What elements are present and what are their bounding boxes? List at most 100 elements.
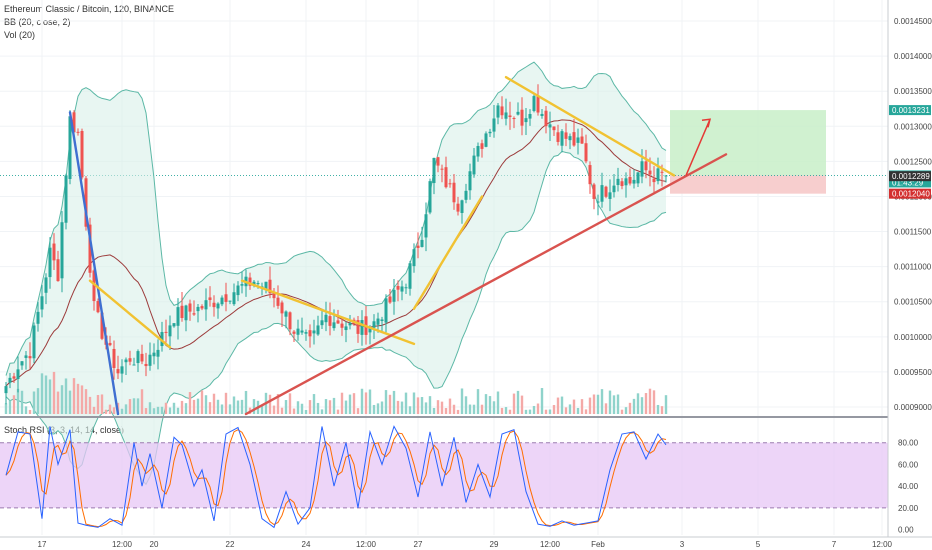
candle [404, 283, 408, 294]
candle-body [224, 294, 228, 302]
volume-bar [244, 390, 248, 414]
volume-bar [528, 409, 532, 414]
bb-upper-line [5, 61, 667, 376]
volume-bar [344, 400, 348, 414]
candle-body [644, 161, 648, 171]
volume-bar [124, 404, 128, 414]
candle [504, 98, 508, 126]
volume-bar [384, 390, 388, 414]
candle-body [496, 105, 500, 118]
candle-body [576, 137, 580, 143]
candle [516, 102, 520, 116]
candle-body [640, 161, 644, 177]
volume-bar [572, 399, 576, 414]
candle [444, 156, 448, 189]
volume-bar [540, 388, 544, 414]
candle [156, 339, 160, 370]
candle-body [228, 300, 232, 302]
candle-body [160, 332, 164, 347]
price-tag-bg [889, 177, 931, 188]
candle [288, 311, 292, 336]
candle [180, 291, 184, 322]
candle-body [412, 249, 416, 267]
price-tag-label: 0.0012289 [892, 172, 930, 181]
candle [400, 280, 404, 301]
candle [484, 131, 488, 148]
volume-bar [36, 388, 40, 414]
candle-body [624, 178, 628, 186]
candle-body [124, 359, 128, 363]
candle [652, 166, 656, 194]
candle [584, 134, 588, 164]
candle-body [396, 286, 400, 290]
volume-bar [656, 404, 660, 414]
candle-body [488, 131, 492, 134]
candle [316, 315, 320, 336]
candle-body [344, 326, 348, 331]
volume-bar [48, 379, 52, 414]
candle [464, 183, 468, 204]
candle-body [616, 178, 620, 186]
volume-bar [204, 395, 208, 414]
candle [64, 173, 68, 230]
volume-bar [160, 406, 164, 414]
volume-bar [408, 406, 412, 414]
candle-body [380, 319, 384, 321]
candle-body [336, 320, 340, 324]
candle-body [636, 172, 640, 184]
volume-bar [456, 409, 460, 414]
candle [192, 300, 196, 316]
candle [124, 357, 128, 375]
volume-bar [32, 391, 36, 414]
candle-body [92, 270, 96, 302]
candle [448, 178, 452, 188]
candle-body [532, 96, 536, 111]
volume-bar [236, 400, 240, 414]
stoch-k-line [5, 425, 667, 529]
candle-body [216, 303, 220, 309]
volume-bar [312, 394, 316, 414]
candle-body [68, 116, 72, 179]
volume-bar [56, 391, 60, 414]
volume-bar [476, 389, 480, 414]
candle [164, 319, 168, 343]
time-tick-label: 12:00 [872, 540, 893, 549]
volume-bar [272, 405, 276, 414]
volume-bar [84, 389, 88, 414]
candle [488, 128, 492, 138]
candle-body [360, 320, 364, 335]
volume-bar [620, 409, 624, 414]
candle-body [388, 296, 392, 303]
volume-bar [356, 408, 360, 414]
candle-body [252, 281, 256, 286]
trendline [240, 279, 416, 346]
price-tick-label: 0.0009500 [894, 368, 932, 377]
time-tick-label: 12:00 [356, 540, 377, 549]
volume-bar [480, 404, 484, 414]
candle [540, 109, 544, 119]
candle-body [376, 318, 380, 325]
volume-bar [432, 407, 436, 414]
candle-body [524, 118, 528, 123]
candle [188, 299, 192, 321]
candle-body [512, 118, 516, 120]
candle [268, 266, 272, 299]
candle [640, 149, 644, 184]
candle [296, 319, 300, 341]
candle [628, 168, 632, 186]
candle [172, 323, 176, 328]
candle-body [64, 175, 68, 223]
candle [532, 92, 536, 113]
candle-body [356, 320, 360, 334]
time-tick-label: 17 [38, 540, 47, 549]
candle-body [72, 112, 76, 133]
target-zone [670, 110, 826, 176]
candle [604, 185, 608, 199]
volume-bar [44, 375, 48, 414]
time-tick-label: 5 [756, 540, 761, 549]
candle-body [592, 184, 596, 199]
candle [76, 128, 80, 136]
volume-bar [108, 404, 112, 414]
candle [16, 356, 20, 393]
